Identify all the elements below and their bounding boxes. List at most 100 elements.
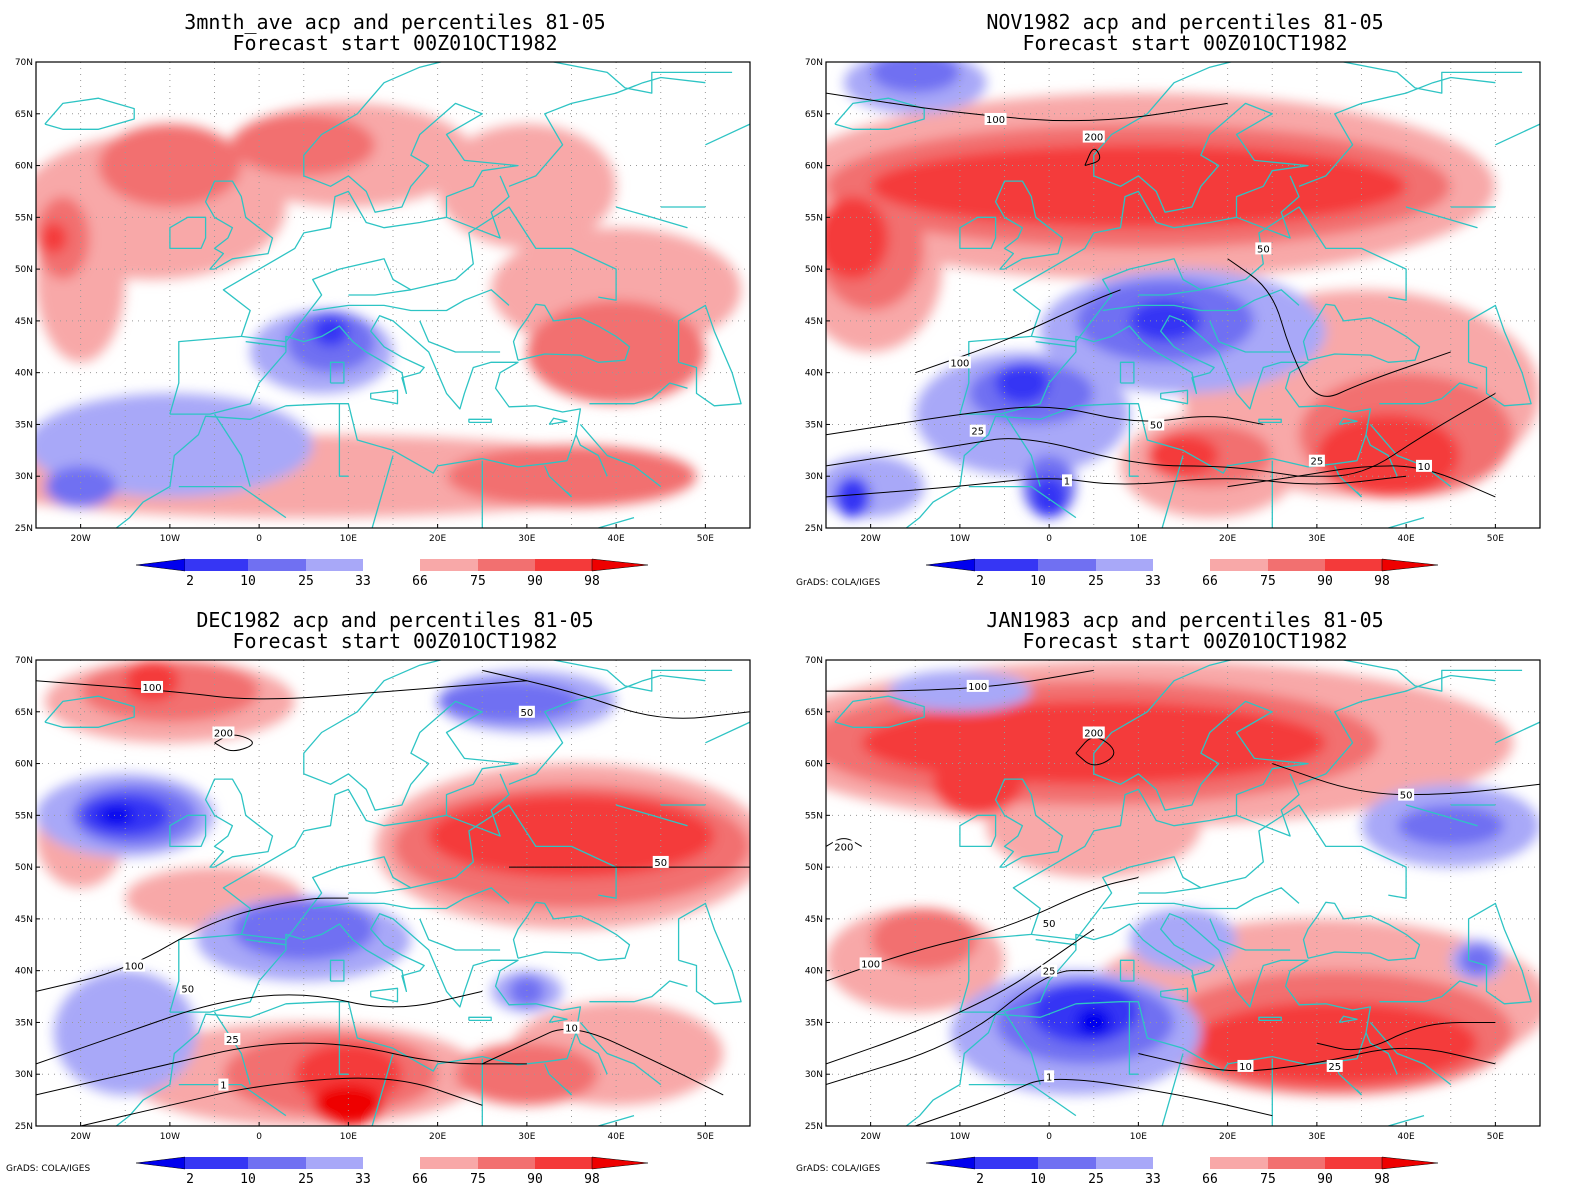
lat-tick-label: 65N <box>805 110 823 120</box>
contour-label: 50 <box>1400 791 1413 802</box>
coastline <box>1035 340 1076 348</box>
legend-swatch <box>248 559 306 571</box>
legend-swatch <box>1325 559 1382 571</box>
contour-label-bg <box>563 1021 580 1034</box>
coastline <box>566 491 572 498</box>
contour-line <box>36 680 527 700</box>
lat-tick-label: 70N <box>805 656 823 666</box>
legend-label: 10 <box>1030 574 1046 589</box>
contour-line <box>915 1078 1273 1126</box>
contour-line <box>1272 763 1540 796</box>
lat-tick-label: 30N <box>15 472 33 482</box>
legend-label: 66 <box>1202 1172 1218 1187</box>
lon-tick-label: 20W <box>860 534 880 544</box>
lon-tick-label: 30E <box>518 1132 535 1142</box>
coastline <box>589 980 688 1003</box>
lon-tick-label: 0 <box>1046 534 1052 544</box>
lon-tick-label: 40E <box>608 534 625 544</box>
grads-credit: GrADS: COLA/IGES <box>796 1164 881 1174</box>
lat-tick-label: 35N <box>805 420 823 430</box>
contour-line <box>1138 1047 1496 1072</box>
coastline <box>169 814 207 848</box>
contour-label: 10 <box>1239 1062 1252 1073</box>
contour-label: 100 <box>968 682 987 693</box>
coastline <box>245 340 286 348</box>
shaded-region-r75 <box>870 908 978 971</box>
legend-label: 75 <box>470 1172 486 1187</box>
lat-tick-label: 25N <box>805 1122 823 1132</box>
legend-swatch <box>306 559 363 571</box>
contour-label-bg <box>652 855 669 868</box>
lon-tick-label: 10W <box>950 1132 970 1142</box>
contour-line <box>826 406 1264 436</box>
coastline <box>959 62 1309 415</box>
contour-line <box>826 92 1228 122</box>
coastline <box>512 901 631 961</box>
coastline <box>1467 304 1532 407</box>
contour-label-bg <box>224 1033 241 1046</box>
map-frame <box>35 659 751 1127</box>
lat-tick-label: 30N <box>805 1070 823 1080</box>
legend-swatch <box>135 1156 186 1170</box>
coastline <box>705 123 750 146</box>
lat-tick-label: 35N <box>805 1018 823 1028</box>
coastline <box>566 1089 572 1096</box>
legend-label: 66 <box>412 574 428 589</box>
coastline <box>370 987 399 1003</box>
contour-label-bg <box>1082 130 1105 143</box>
legend-swatch <box>420 559 478 571</box>
lat-tick-label: 45N <box>15 915 33 925</box>
legend-swatch <box>1038 559 1096 571</box>
legend-label: 98 <box>1374 1172 1390 1187</box>
coastline <box>575 434 608 477</box>
contour-label-bg <box>1041 917 1058 930</box>
legend-label: 90 <box>527 574 543 589</box>
coastline <box>615 804 688 827</box>
coastline <box>1102 289 1300 312</box>
shaded-region-b2 <box>1075 1006 1112 1038</box>
lat-tick-label: 35N <box>15 420 33 430</box>
shaded-region-r90 <box>933 753 1023 816</box>
legend-label: 98 <box>584 1172 600 1187</box>
contour-label: 50 <box>1150 420 1163 431</box>
coastline <box>544 1063 572 1096</box>
legend-swatch <box>478 559 535 571</box>
panel-subtitle: Forecast start 00Z01OCT1982 <box>1022 31 1348 55</box>
contour-label: 50 <box>521 708 534 719</box>
legend-label: 2 <box>976 1172 984 1187</box>
shaded-region-b25 <box>437 680 581 723</box>
legend-swatch <box>1153 1157 1210 1169</box>
coastline <box>213 413 251 487</box>
legend-swatch <box>1153 559 1210 571</box>
coastline <box>1379 382 1478 405</box>
lon-tick-label: 40E <box>608 1132 625 1142</box>
legend-swatch <box>1096 1157 1153 1169</box>
lon-tick-label: 10W <box>950 534 970 544</box>
shaded-region-r90 <box>1191 1001 1478 1085</box>
coastline <box>1161 455 1184 528</box>
coastline <box>589 382 688 405</box>
contour-label: 10 <box>1418 462 1431 473</box>
contour-label-bg <box>1255 242 1272 255</box>
map-frame <box>825 659 1541 1127</box>
coastline <box>959 814 997 848</box>
map-frame <box>35 61 751 529</box>
lon-tick-label: 20W <box>70 534 90 544</box>
legend-label: 25 <box>1088 1172 1104 1187</box>
contour-label: 50 <box>1043 919 1056 930</box>
lat-tick-label: 50N <box>805 265 823 275</box>
contour-line <box>36 897 349 992</box>
lon-tick-label: 20E <box>429 1132 446 1142</box>
contour-line <box>36 1042 527 1096</box>
coastline <box>204 778 274 868</box>
contour-label: 50 <box>181 984 194 995</box>
contour-label-bg <box>1398 788 1415 801</box>
lat-tick-label: 30N <box>15 1070 33 1080</box>
legend-label: 75 <box>1260 1172 1276 1187</box>
coastline <box>553 660 733 692</box>
shaded-region-b33 <box>888 670 1032 712</box>
contour-label: 1 <box>220 1081 226 1092</box>
coastline <box>677 902 742 1005</box>
coastline <box>1365 1032 1398 1075</box>
lon-tick-label: 10W <box>160 534 180 544</box>
